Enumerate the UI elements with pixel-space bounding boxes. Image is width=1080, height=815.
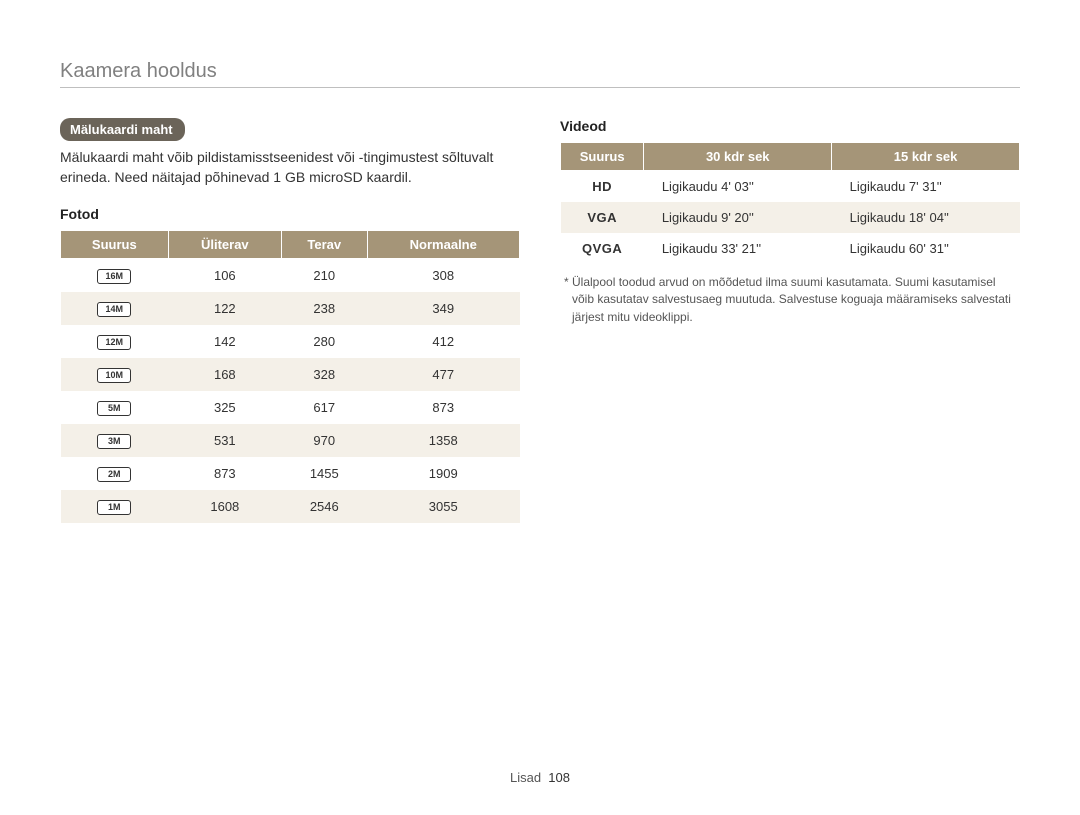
videos-footnote: * Ülalpool toodud arvud on mõõdetud ilma…: [560, 274, 1020, 326]
photos-col-fine: Terav: [282, 230, 367, 258]
section-chip-wrap: Mälukaardi maht: [60, 118, 520, 141]
table-row: 12M 142 280 412: [61, 325, 520, 358]
page-footer: Lisad 108: [0, 770, 1080, 785]
videos-table-body: HD Ligikaudu 4' 03'' Ligikaudu 7' 31'' V…: [561, 171, 1020, 265]
video-size-label: HD: [592, 179, 612, 194]
page-root: Kaamera hooldus Mälukaardi maht Mälukaar…: [0, 0, 1080, 815]
photo-size-icon-cell: 1M: [61, 490, 169, 523]
photo-size-icon-cell: 12M: [61, 325, 169, 358]
photo-value: 210: [282, 258, 367, 292]
photo-value: 412: [367, 325, 519, 358]
page-title: Kaamera hooldus: [60, 60, 1020, 83]
photo-value: 873: [367, 391, 519, 424]
photo-value: 308: [367, 258, 519, 292]
photo-value: 238: [282, 292, 367, 325]
photo-value: 970: [282, 424, 367, 457]
videos-heading: Videod: [560, 118, 1020, 134]
photos-col-size: Suurus: [61, 230, 169, 258]
photo-size-icon-cell: 10M: [61, 358, 169, 391]
photo-size-icon-cell: 5M: [61, 391, 169, 424]
video-size-cell: QVGA: [561, 233, 644, 264]
video-size-label: QVGA: [582, 241, 622, 256]
size-icon: 16M: [97, 269, 131, 284]
photo-value: 349: [367, 292, 519, 325]
table-row: 14M 122 238 349: [61, 292, 520, 325]
video-value: Ligikaudu 18' 04'': [832, 202, 1020, 233]
videos-col-15fps: 15 kdr sek: [832, 143, 1020, 171]
photo-value: 2546: [282, 490, 367, 523]
photo-value: 873: [168, 457, 281, 490]
photo-size-icon-cell: 2M: [61, 457, 169, 490]
photo-value: 1909: [367, 457, 519, 490]
size-icon: 1M: [97, 500, 131, 515]
memory-capacity-text: Mälukaardi maht võib pildistamisstseenid…: [60, 147, 520, 188]
photos-col-normal: Normaalne: [367, 230, 519, 258]
photos-table: Suurus Üliterav Terav Normaalne 16M 106 …: [60, 230, 520, 523]
photo-size-icon-cell: 16M: [61, 258, 169, 292]
photo-value: 142: [168, 325, 281, 358]
photos-col-superfine: Üliterav: [168, 230, 281, 258]
video-value: Ligikaudu 4' 03'': [644, 171, 832, 203]
table-row: 16M 106 210 308: [61, 258, 520, 292]
table-row: 3M 531 970 1358: [61, 424, 520, 457]
size-icon: 14M: [97, 302, 131, 317]
videos-col-30fps: 30 kdr sek: [644, 143, 832, 171]
photo-value: 168: [168, 358, 281, 391]
photos-heading: Fotod: [60, 206, 520, 222]
photo-value: 617: [282, 391, 367, 424]
video-value: Ligikaudu 9' 20'': [644, 202, 832, 233]
right-column: Videod Suurus 30 kdr sek 15 kdr sek HD L…: [560, 118, 1020, 523]
video-size-cell: HD: [561, 171, 644, 203]
size-icon: 3M: [97, 434, 131, 449]
photo-value: 531: [168, 424, 281, 457]
two-column-layout: Mälukaardi maht Mälukaardi maht võib pil…: [60, 118, 1020, 523]
left-column: Mälukaardi maht Mälukaardi maht võib pil…: [60, 118, 520, 523]
photos-table-body: 16M 106 210 308 14M 122 238 349 12M 142: [61, 258, 520, 523]
video-value: Ligikaudu 7' 31'': [832, 171, 1020, 203]
video-size-label: VGA: [587, 210, 617, 225]
memory-capacity-chip: Mälukaardi maht: [60, 118, 185, 141]
photo-size-icon-cell: 14M: [61, 292, 169, 325]
table-row: 5M 325 617 873: [61, 391, 520, 424]
size-icon: 2M: [97, 467, 131, 482]
footer-section-label: Lisad: [510, 770, 541, 785]
table-row: 1M 1608 2546 3055: [61, 490, 520, 523]
photo-value: 1608: [168, 490, 281, 523]
size-icon: 5M: [97, 401, 131, 416]
photo-value: 3055: [367, 490, 519, 523]
photo-value: 280: [282, 325, 367, 358]
table-row: HD Ligikaudu 4' 03'' Ligikaudu 7' 31'': [561, 171, 1020, 203]
title-rule: [60, 87, 1020, 88]
photos-table-head: Suurus Üliterav Terav Normaalne: [61, 230, 520, 258]
table-row: 10M 168 328 477: [61, 358, 520, 391]
photo-value: 1358: [367, 424, 519, 457]
size-icon: 12M: [97, 335, 131, 350]
video-value: Ligikaudu 60' 31'': [832, 233, 1020, 264]
photo-value: 122: [168, 292, 281, 325]
photo-size-icon-cell: 3M: [61, 424, 169, 457]
photo-value: 328: [282, 358, 367, 391]
videos-table: Suurus 30 kdr sek 15 kdr sek HD Ligikaud…: [560, 142, 1020, 264]
video-value: Ligikaudu 33' 21'': [644, 233, 832, 264]
footer-page-number: 108: [548, 770, 570, 785]
photo-value: 106: [168, 258, 281, 292]
table-row: QVGA Ligikaudu 33' 21'' Ligikaudu 60' 31…: [561, 233, 1020, 264]
video-size-cell: VGA: [561, 202, 644, 233]
videos-col-size: Suurus: [561, 143, 644, 171]
photo-value: 325: [168, 391, 281, 424]
photo-value: 1455: [282, 457, 367, 490]
table-row: 2M 873 1455 1909: [61, 457, 520, 490]
size-icon: 10M: [97, 368, 131, 383]
table-row: VGA Ligikaudu 9' 20'' Ligikaudu 18' 04'': [561, 202, 1020, 233]
videos-table-head: Suurus 30 kdr sek 15 kdr sek: [561, 143, 1020, 171]
photo-value: 477: [367, 358, 519, 391]
